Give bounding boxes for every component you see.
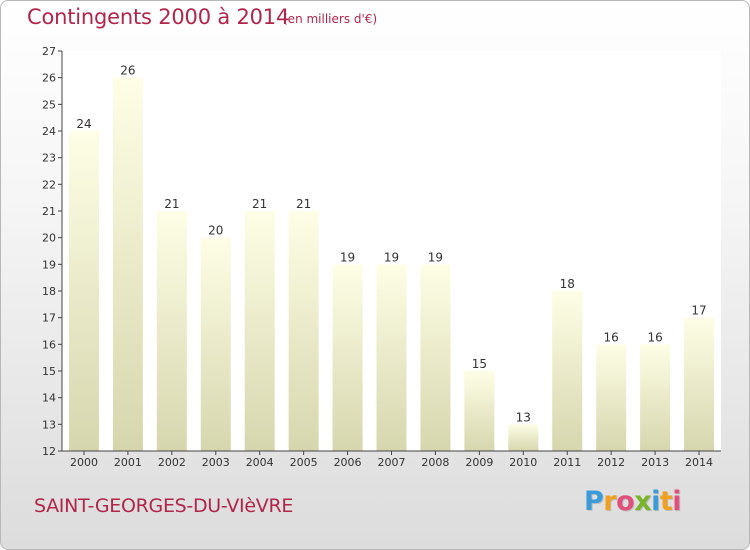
x-tick-label: 2006	[334, 456, 362, 469]
bar-2005	[288, 211, 319, 451]
commune-name: SAINT-GEORGES-DU-VIèVRE	[34, 495, 294, 517]
y-tick-label: 12	[42, 445, 56, 458]
y-axis: 12 13 14 15 16 17 18 19 20 21 22 23 24 25 26 27	[42, 45, 62, 458]
bar-2006	[332, 264, 363, 451]
proxiti-logo[interactable]: Proxiti	[584, 486, 682, 517]
logo-letter: P	[584, 486, 604, 517]
data-label-2013: 16	[647, 330, 662, 344]
y-tick-label: 20	[42, 232, 56, 245]
data-label-2002: 21	[164, 197, 179, 211]
x-tick-label: 2008	[421, 456, 449, 469]
data-label-2009: 15	[472, 357, 487, 371]
bar-2002	[156, 211, 187, 451]
logo-letter: o	[616, 486, 635, 517]
data-label-2007: 19	[384, 250, 399, 264]
y-tick-label: 18	[42, 285, 56, 298]
x-tick-label: 2011	[553, 456, 581, 469]
data-label-2005: 21	[296, 197, 311, 211]
y-tick-label: 22	[42, 178, 56, 191]
y-tick-label: 17	[42, 312, 56, 325]
data-label-2006: 19	[340, 250, 355, 264]
x-axis: 2000 2001 2002 2003 2004 2005 2006 2007 2008 2009…	[70, 451, 713, 469]
data-label-2004: 21	[252, 197, 267, 211]
y-tick-label: 21	[42, 205, 56, 218]
y-tick-label: 23	[42, 152, 56, 165]
bars	[68, 77, 715, 452]
chart-title: Contingents 2000 à 2014	[27, 5, 290, 29]
y-tick-label: 13	[42, 418, 56, 431]
logo-letter: i	[672, 486, 682, 517]
logo-letter: t	[659, 486, 673, 517]
x-tick-label: 2002	[158, 456, 186, 469]
x-tick-label: 2012	[597, 456, 625, 469]
data-label-2014: 17	[691, 304, 706, 318]
bar-2009	[464, 371, 495, 451]
y-tick-label: 15	[42, 365, 56, 378]
data-label-2000: 24	[76, 117, 91, 131]
x-tick-label: 2007	[378, 456, 406, 469]
y-tick-label: 25	[42, 98, 56, 111]
x-tick-label: 2000	[70, 456, 98, 469]
bar-2007	[376, 264, 407, 451]
data-label-2003: 20	[208, 224, 223, 238]
logo-letter: i	[651, 486, 660, 517]
x-tick-label: 2009	[465, 456, 493, 469]
chart-subtitle: (en milliers d'€)	[283, 12, 378, 26]
bar-2011	[552, 291, 583, 451]
bar-2003	[200, 237, 231, 451]
bar-2013	[640, 344, 671, 451]
bar-2004	[244, 211, 275, 451]
y-tick-label: 27	[42, 45, 56, 58]
bar-2010	[508, 424, 539, 451]
data-label-2011: 18	[560, 277, 575, 291]
x-tick-label: 2005	[290, 456, 318, 469]
bar-2001	[112, 77, 143, 452]
bar-2012	[596, 344, 627, 451]
bar-2000	[68, 131, 99, 451]
x-tick-label: 2010	[509, 456, 537, 469]
x-tick-label: 2013	[641, 456, 669, 469]
bar-2014	[684, 317, 715, 451]
y-tick-label: 26	[42, 72, 56, 85]
logo-letter: r	[603, 486, 617, 517]
y-tick-label: 16	[42, 338, 56, 351]
data-label-2008: 19	[428, 250, 443, 264]
data-label-2010: 13	[516, 410, 531, 424]
x-tick-label: 2004	[246, 456, 274, 469]
y-tick-label: 19	[42, 258, 56, 271]
data-label-2001: 26	[120, 64, 135, 78]
y-tick-label: 14	[42, 392, 56, 405]
data-labels: 24 26 21 20 21 21 19 19 19 15 13 18 16 16 17	[76, 64, 706, 425]
bar-2008	[420, 264, 451, 451]
x-tick-label: 2001	[114, 456, 142, 469]
x-tick-label: 2014	[685, 456, 713, 469]
y-tick-label: 24	[42, 125, 56, 138]
logo-letter: x	[634, 486, 652, 517]
data-label-2012: 16	[604, 330, 619, 344]
x-tick-label: 2003	[202, 456, 230, 469]
